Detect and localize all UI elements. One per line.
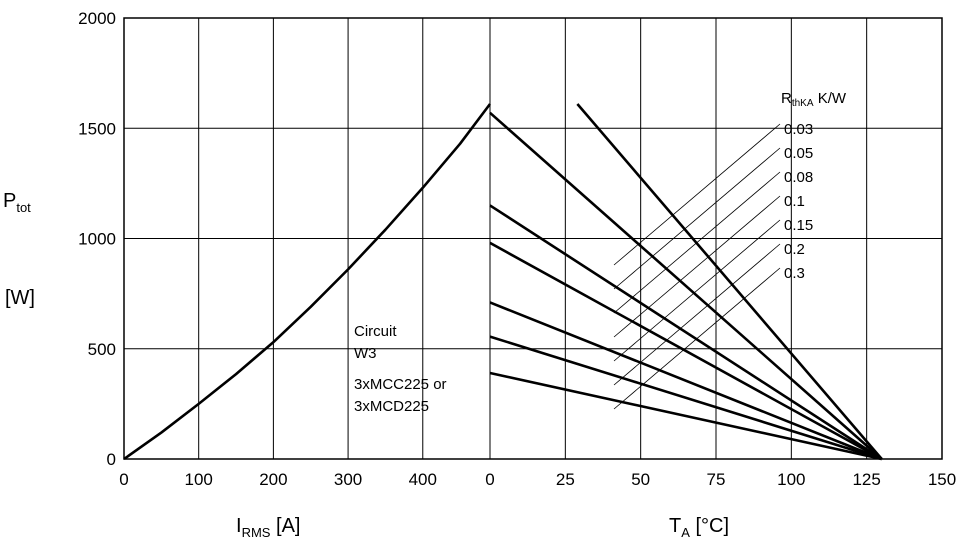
y-tick-label: 2000	[78, 9, 116, 28]
legend-leader-line	[613, 243, 781, 386]
tick-labels-layer: 0 500 1000 1500 2000 0 100 200 300 400 0 25 50 75 100 1…	[78, 9, 956, 489]
legend-label: 0.03	[784, 121, 813, 138]
x-tick-label-left: 200	[259, 470, 287, 489]
thermal-resistance-line	[489, 111, 883, 460]
x-axis-title-right: TA [°C]	[669, 515, 729, 538]
thermal-resistance-line	[576, 103, 883, 460]
legend-leader-line	[613, 123, 781, 266]
power-current-curve	[123, 103, 492, 461]
legend-leader-line	[613, 219, 781, 362]
legend-label: 0.05	[784, 145, 813, 162]
annotation-line-1: Circuit	[354, 323, 397, 340]
x-tick-label-right: 50	[631, 470, 650, 489]
legend-label: 0.15	[784, 217, 813, 234]
x-tick-label-left: 400	[409, 470, 437, 489]
legend-leader-line	[613, 147, 781, 290]
x-tick-label-right: 0	[485, 470, 494, 489]
x-tick-label-right: 125	[852, 470, 880, 489]
y-tick-label: 1500	[78, 119, 116, 138]
y-tick-label: 0	[107, 450, 116, 469]
legend-label: 0.2	[784, 241, 805, 258]
curves-layer	[123, 103, 883, 461]
x-tick-label-right: 25	[556, 470, 575, 489]
annotation-line-4: 3xMCD225	[354, 398, 429, 415]
circuit-annotation: Circuit W3 3xMCC225 or 3xMCD225	[354, 323, 447, 415]
x-tick-label-left: 100	[185, 470, 213, 489]
thermal-resistance-line	[489, 335, 883, 461]
annotation-line-2: W3	[354, 345, 377, 362]
leader-lines-layer	[613, 123, 781, 410]
x-tick-label-right: 100	[777, 470, 805, 489]
thermal-resistance-line	[489, 371, 883, 461]
legend-label: 0.3	[784, 265, 805, 282]
y-tick-label: 1000	[78, 230, 116, 249]
y-axis-title: Ptot	[3, 190, 31, 215]
legend-title: RthKA K/W	[781, 90, 847, 109]
thermal-resistance-line	[489, 241, 883, 461]
legend-leader-line	[613, 171, 781, 314]
legend-label: 0.08	[784, 169, 813, 186]
y-tick-label: 500	[88, 340, 116, 359]
grid-layer	[124, 18, 942, 459]
legend-leader-line	[613, 267, 781, 410]
x-axis-title-left: IRMS [A]	[236, 515, 300, 538]
x-tick-label-left: 300	[334, 470, 362, 489]
legend-leader-line	[613, 195, 781, 338]
thermal-resistance-line	[489, 204, 883, 461]
annotation-line-3: 3xMCC225 or	[354, 376, 447, 393]
x-tick-label-left: 0	[119, 470, 128, 489]
thermal-resistance-line	[489, 301, 883, 461]
legend-labels-layer: 0.03 0.05 0.08 0.1 0.15 0.2 0.3	[784, 121, 813, 282]
plot-frame	[123, 17, 943, 460]
x-tick-label-right: 150	[928, 470, 956, 489]
legend-label: 0.1	[784, 193, 805, 210]
x-tick-label-right: 75	[707, 470, 726, 489]
y-axis-unit: [W]	[5, 287, 35, 309]
